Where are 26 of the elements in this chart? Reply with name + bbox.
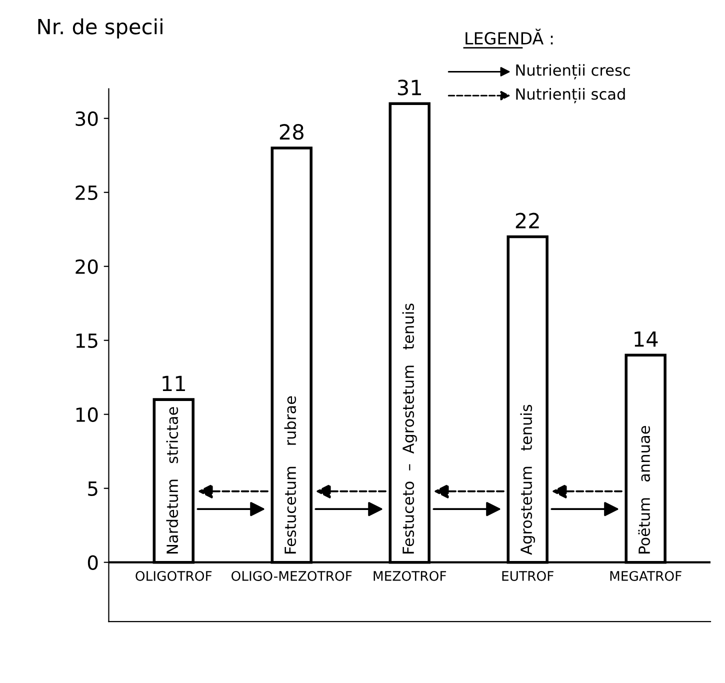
y-tick-label: 25 [76, 185, 98, 200]
y-tick-label: 10 [76, 407, 98, 422]
y-tick-label: 0 [88, 555, 98, 570]
annotation: Agrostetum tenuis [520, 404, 536, 555]
data-label: 31 [398, 80, 421, 96]
x-tick-label: OLIGOTROF [136, 570, 212, 581]
y-tick-label: 30 [76, 111, 98, 126]
text: LEGENDĂ : [466, 28, 553, 45]
y-axis-title: Nr. de specii [38, 18, 162, 38]
x-tick-label: MEZOTROF [374, 570, 446, 581]
data-label: 14 [634, 331, 658, 347]
x-tick-label: EUTROF [502, 570, 554, 581]
annotation: Festuceto – Agrostetum tenuis [402, 304, 418, 554]
data-label: 22 [516, 212, 539, 228]
annotation: Poëtum annuae [638, 426, 650, 554]
data-label: 28 [280, 124, 304, 140]
text: Nutrienții cresc [516, 64, 630, 80]
annotation: Festucetum rubrae [284, 396, 296, 554]
y-tick-label: 15 [76, 334, 98, 348]
data-label: 11 [162, 376, 185, 392]
y-tick-label: 5 [88, 482, 98, 496]
x-tick-label: OLIGO-MEZOTROF [232, 570, 352, 581]
x-tick-label: MEGATROF [610, 570, 682, 581]
y-tick-label: 20 [76, 259, 98, 274]
annotation: Nutrienții scad [516, 88, 625, 104]
annotation: Nardetum strictae [166, 407, 178, 554]
